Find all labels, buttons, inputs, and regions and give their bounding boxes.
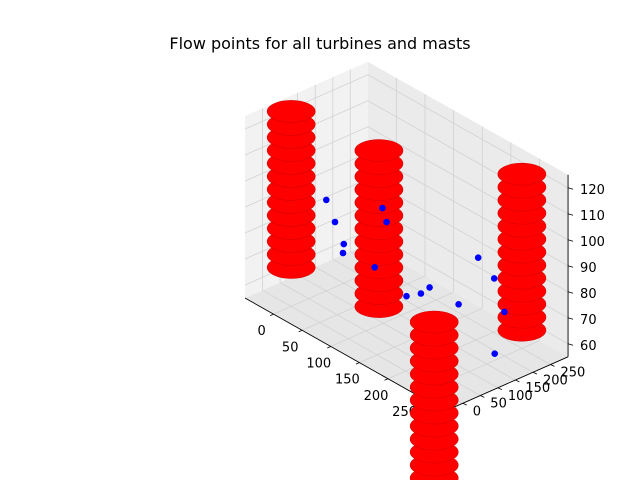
grid-line-y (349, 69, 551, 365)
y-tick (532, 371, 538, 375)
x-tick-label: 0 (257, 324, 265, 339)
mast-point (331, 218, 339, 226)
x-tick-label: 100 (306, 356, 331, 371)
x-tick (327, 346, 331, 349)
z-tick (567, 291, 574, 294)
y-tick-label: 100 (508, 389, 533, 404)
x-axis-line (244, 297, 446, 412)
z-tick (567, 239, 574, 242)
y-tick (550, 364, 555, 367)
y-tick-label: 0 (473, 404, 481, 419)
z-tick-label: 70 (580, 313, 597, 328)
grid-line-y (262, 108, 463, 404)
x-tick (269, 313, 274, 317)
mast-point (339, 249, 347, 257)
y-tick-label: 150 (525, 381, 550, 396)
y-tick-label: 50 (490, 397, 507, 412)
x-tick-label: 50 (282, 340, 299, 355)
mast-point (474, 254, 482, 261)
z-tick-label: 120 (580, 183, 605, 198)
mast-point (403, 292, 410, 300)
y-tick-label: 250 (561, 366, 586, 381)
z-tick (567, 317, 574, 320)
grid-line-x (330, 110, 455, 347)
y-tick-label: 200 (543, 373, 568, 388)
x-tick (384, 378, 389, 381)
mast-point (323, 196, 330, 204)
grid-line-y (332, 77, 534, 373)
turbine-point (497, 162, 547, 186)
mast-point (417, 290, 425, 297)
turbine-point (354, 139, 404, 162)
x-tick-label: 150 (335, 373, 360, 388)
z-tick-label: 110 (580, 209, 605, 224)
mast-point (491, 350, 499, 358)
z-tick (567, 213, 574, 216)
z-tick-label: 100 (580, 235, 605, 250)
y-tick (515, 379, 520, 383)
turbine-point (266, 100, 316, 123)
y-tick (480, 395, 485, 398)
y-tick (497, 387, 503, 390)
turbine-point (409, 310, 459, 334)
pane-floor (245, 243, 568, 412)
mast-point (490, 275, 498, 282)
z-tick (567, 187, 574, 190)
mast-point (371, 264, 379, 271)
z-tick-label: 80 (580, 287, 597, 302)
grid-line-x (359, 126, 483, 363)
x-tick-label: 200 (364, 389, 389, 404)
z-tick (567, 343, 574, 346)
x-tick (355, 362, 360, 365)
z-tick (567, 265, 574, 268)
mast-point (501, 308, 508, 316)
mast-point (426, 284, 433, 291)
mast-point (340, 240, 348, 248)
grid-line-x (302, 94, 426, 331)
chart-title: Flow points for all turbines and masts (169, 34, 471, 53)
mast-point (455, 301, 462, 308)
y-axis-line (445, 356, 569, 412)
z-tick-label: 90 (580, 261, 597, 276)
mast-point (379, 204, 386, 212)
x-tick (298, 329, 303, 333)
mast-point (383, 218, 390, 226)
z-tick-label: 60 (580, 339, 597, 354)
y-tick (462, 402, 467, 406)
